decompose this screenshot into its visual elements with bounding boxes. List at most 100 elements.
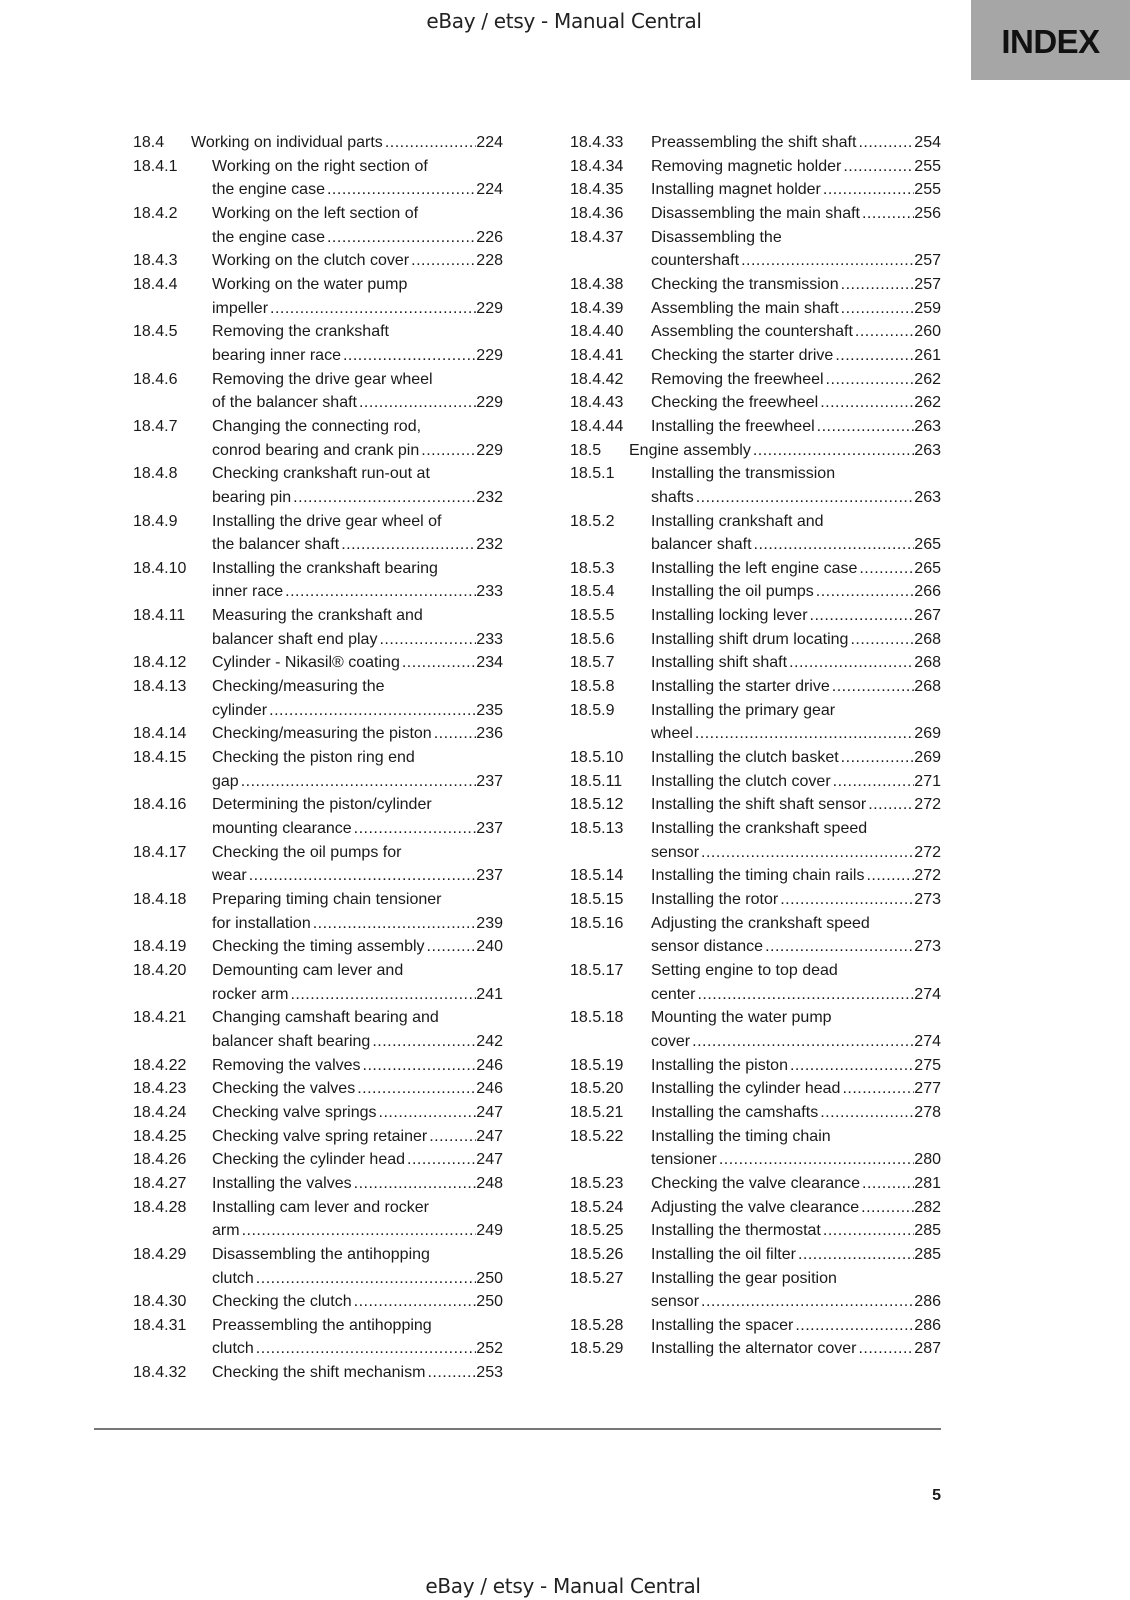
toc-entry[interactable]: 18.4.17 Checking the oil pumps for wear 237 [133, 841, 503, 888]
toc-entry[interactable]: 18.5.26 Installing the oil filter 285 [570, 1243, 941, 1267]
toc-entry[interactable]: 18.4.36 Disassembling the main shaft 256 [570, 202, 941, 226]
toc-entry[interactable]: 18.4.32 Checking the shift mechanism 253 [133, 1361, 503, 1385]
toc-entry-page: 273 [914, 938, 941, 956]
toc-entry[interactable]: 18.4.6 Removing the drive gear wheel of th… [133, 368, 503, 415]
toc-entry[interactable]: 18.5.22 Installing the timing chain tensio… [570, 1125, 941, 1172]
toc-entry-number: 18.4.8 [133, 465, 178, 483]
toc-entry[interactable]: 18.4.5 Removing the crankshaft bearing inn… [133, 320, 503, 367]
toc-entry-title: Installing the shift shaft sensor [651, 796, 867, 814]
toc-entry[interactable]: 18.4.7 Changing the connecting rod, conrod… [133, 415, 503, 462]
toc-entry-title: sensor distance [651, 938, 764, 956]
toc-entry[interactable]: 18.5.24 Adjusting the valve clearance 282 [570, 1196, 941, 1220]
dot-leader [857, 557, 914, 581]
toc-entry-number: 18.4.24 [133, 1103, 187, 1121]
toc-entry-number: 18.4.16 [133, 796, 187, 814]
toc-entry-line: sensor distance 273 [570, 935, 941, 959]
toc-entry[interactable]: 18.4.25 Checking valve spring retainer 247 [133, 1125, 503, 1149]
toc-entry[interactable]: 18.4.39 Assembling the main shaft 259 [570, 297, 941, 321]
toc-entry[interactable]: 18.5.25 Installing the thermostat 285 [570, 1219, 941, 1243]
toc-entry[interactable]: 18.5.4 Installing the oil pumps 266 [570, 580, 941, 604]
toc-entry[interactable]: 18.5.9 Installing the primary gear wheel 26… [570, 699, 941, 746]
toc-entry[interactable]: 18.4.14 Checking/measuring the piston 236 [133, 722, 503, 746]
toc-entry[interactable]: 18.5.1 Installing the transmission shafts 2… [570, 462, 941, 509]
toc-entry[interactable]: 18.4.37 Disassembling the countershaft 257 [570, 226, 941, 273]
toc-entry[interactable]: 18.5.29 Installing the alternator cover 28… [570, 1337, 941, 1361]
toc-entry[interactable]: 18.5.10 Installing the clutch basket 269 [570, 746, 941, 770]
toc-entry[interactable]: 18.4.27 Installing the valves 248 [133, 1172, 503, 1196]
toc-entry[interactable]: 18.5.12 Installing the shift shaft sensor… [570, 793, 941, 817]
toc-entry[interactable]: 18.4.38 Checking the transmission 257 [570, 273, 941, 297]
toc-entry-title: balancer shaft end play [212, 630, 378, 648]
toc-entry[interactable]: 18.4.4 Working on the water pump impeller 2… [133, 273, 503, 320]
toc-entry[interactable]: 18.4.16 Determining the piston/cylinder mo… [133, 793, 503, 840]
toc-entry[interactable]: 18.5.28 Installing the spacer 286 [570, 1314, 941, 1338]
toc-entry-line: 18.4.38 Checking the transmission 257 [570, 273, 941, 297]
toc-entry[interactable]: 18.5.7 Installing shift shaft 268 [570, 651, 941, 675]
toc-entry[interactable]: 18.4.18 Preparing timing chain tensioner f… [133, 888, 503, 935]
toc-entry[interactable]: 18.5.21 Installing the camshafts 278 [570, 1101, 941, 1125]
toc-entry[interactable]: 18.4.15 Checking the piston ring end gap 23… [133, 746, 503, 793]
toc-entry-page: 285 [914, 1245, 941, 1263]
toc-entry[interactable]: 18.4.43 Checking the freewheel 262 [570, 391, 941, 415]
toc-entry[interactable]: 18.4.10 Installing the crankshaft bearing… [133, 557, 503, 604]
toc-entry[interactable]: 18.5.14 Installing the timing chain rails… [570, 864, 941, 888]
toc-entry[interactable]: 18.5.20 Installing the cylinder head 277 [570, 1077, 941, 1101]
toc-entry[interactable]: 18.4.13 Checking/measuring the cylinder 235 [133, 675, 503, 722]
toc-entry[interactable]: 18.5 Engine assembly 263 [570, 439, 941, 463]
toc-entry-page: 246 [476, 1080, 503, 1098]
toc-entry[interactable]: 18.4.24 Checking valve springs 247 [133, 1101, 503, 1125]
toc-entry[interactable]: 18.4.23 Checking the valves 246 [133, 1077, 503, 1101]
toc-entry-title: Installing the oil pumps [651, 583, 814, 601]
toc-entry[interactable]: 18.5.5 Installing locking lever 267 [570, 604, 941, 628]
toc-entry[interactable]: 18.4.9 Installing the drive gear wheel of… [133, 510, 503, 557]
toc-entry[interactable]: 18.4.19 Checking the timing assembly 240 [133, 935, 503, 959]
toc-entry-title: Checking the clutch [212, 1293, 352, 1311]
toc-entry[interactable]: 18.4.26 Checking the cylinder head 247 [133, 1148, 503, 1172]
toc-entry[interactable]: 18.5.8 Installing the starter drive 268 [570, 675, 941, 699]
toc-entry[interactable]: 18.5.6 Installing shift drum locating 268 [570, 628, 941, 652]
toc-entry[interactable]: 18.5.17 Setting engine to top dead center 2… [570, 959, 941, 1006]
toc-entry[interactable]: 18.5.19 Installing the piston 275 [570, 1054, 941, 1078]
toc-entry-title: Checking the timing assembly [212, 938, 425, 956]
toc-entry[interactable]: 18.4.28 Installing cam lever and rocker ar… [133, 1196, 503, 1243]
toc-entry[interactable]: 18.4.31 Preassembling the antihopping clut… [133, 1314, 503, 1361]
toc-entry-title: Checking the oil pumps for [212, 843, 402, 861]
toc-entry[interactable]: 18.5.13 Installing the crankshaft speed se… [570, 817, 941, 864]
toc-entry[interactable]: 18.4.3 Working on the clutch cover 228 [133, 249, 503, 273]
toc-entry[interactable]: 18.4.34 Removing magnetic holder 255 [570, 155, 941, 179]
toc-entry[interactable]: 18.5.11 Installing the clutch cover 271 [570, 770, 941, 794]
toc-entry[interactable]: 18.5.18 Mounting the water pump cover 274 [570, 1006, 941, 1053]
toc-entry[interactable]: 18.4 Working on individual parts 224 [133, 131, 503, 155]
toc-entry[interactable]: 18.5.27 Installing the gear position senso… [570, 1267, 941, 1314]
toc-entry[interactable]: 18.4.20 Demounting cam lever and rocker ar… [133, 959, 503, 1006]
toc-entry[interactable]: 18.4.11 Measuring the crankshaft and balan… [133, 604, 503, 651]
toc-entry[interactable]: 18.4.2 Working on the left section of the … [133, 202, 503, 249]
toc-entry-number: 18.5.21 [570, 1103, 624, 1121]
toc-entry[interactable]: 18.4.44 Installing the freewheel 263 [570, 415, 941, 439]
toc-entry[interactable]: 18.4.42 Removing the freewheel 262 [570, 368, 941, 392]
toc-entry-line: 18.4.29 Disassembling the antihopping [133, 1243, 503, 1267]
toc-entry[interactable]: 18.4.8 Checking crankshaft run-out at bear… [133, 462, 503, 509]
toc-entry[interactable]: 18.5.16 Adjusting the crankshaft speed sen… [570, 912, 941, 959]
toc-entry[interactable]: 18.4.1 Working on the right section of the… [133, 155, 503, 202]
toc-entry-title: Preassembling the shift shaft [651, 134, 857, 151]
toc-entry-title: Installing the camshafts [651, 1103, 819, 1121]
toc-entry[interactable]: 18.4.33 Preassembling the shift shaft 254 [570, 131, 941, 155]
toc-entry[interactable]: 18.4.22 Removing the valves 246 [133, 1054, 503, 1078]
toc-entry[interactable]: 18.5.23 Checking the valve clearance 281 [570, 1172, 941, 1196]
toc-entry[interactable]: 18.5.2 Installing crankshaft and balancer … [570, 510, 941, 557]
toc-entry-page: 226 [476, 228, 503, 246]
toc-entry[interactable]: 18.4.41 Checking the starter drive 261 [570, 344, 941, 368]
toc-entry[interactable]: 18.4.40 Assembling the countershaft 260 [570, 320, 941, 344]
toc-entry[interactable]: 18.4.35 Installing magnet holder 255 [570, 178, 941, 202]
toc-entry-title: Installing the rotor [651, 891, 779, 908]
toc-entry[interactable]: 18.4.12 Cylinder - Nikasil® coating 234 [133, 651, 503, 675]
toc-entry[interactable]: 18.4.29 Disassembling the antihopping clut… [133, 1243, 503, 1290]
toc-entry[interactable]: 18.4.30 Checking the clutch 250 [133, 1290, 503, 1314]
toc-entry[interactable]: 18.4.21 Changing camshaft bearing and bala… [133, 1006, 503, 1053]
toc-entry[interactable]: 18.5.15 Installing the rotor 273 [570, 888, 941, 912]
toc-entry-page: 272 [914, 796, 941, 814]
toc-entry[interactable]: 18.5.3 Installing the left engine case 265 [570, 557, 941, 581]
toc-entry-number: 18.4.32 [133, 1364, 187, 1382]
toc-entry-line: 18.4.42 Removing the freewheel 262 [570, 368, 941, 392]
